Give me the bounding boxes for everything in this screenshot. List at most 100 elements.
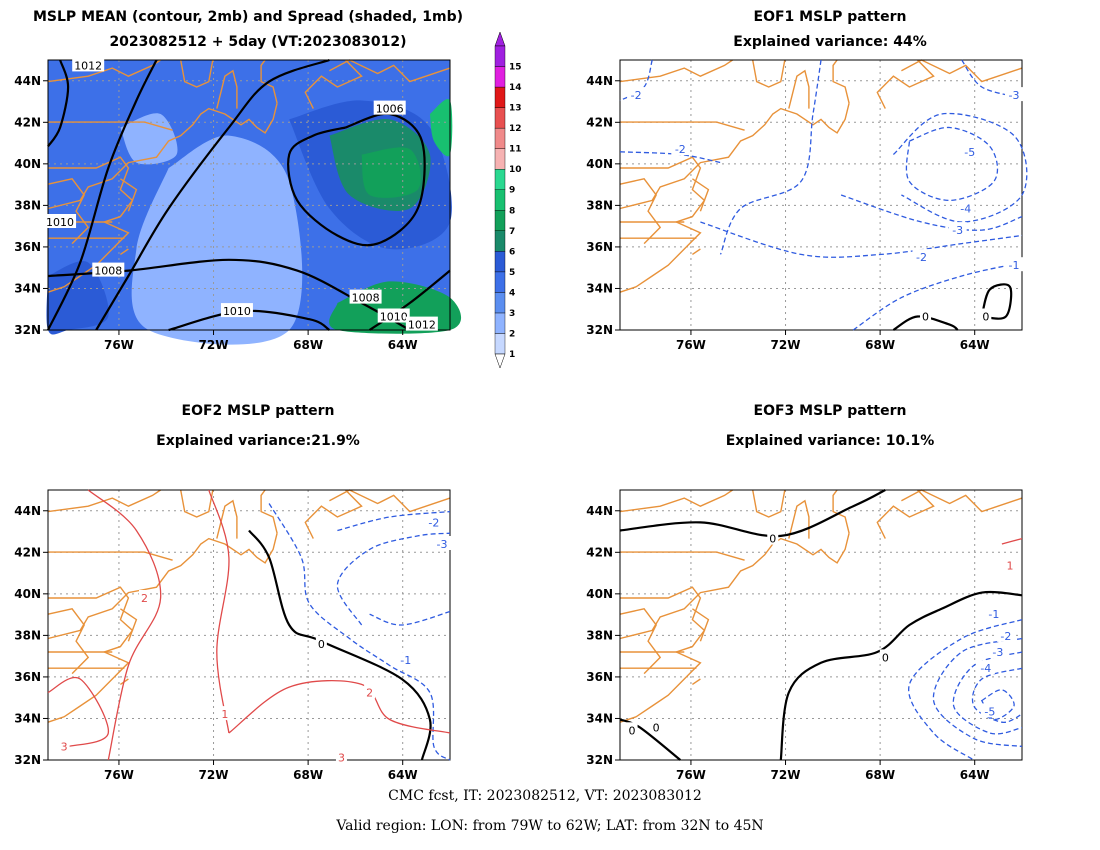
y-tick-label: 32N (586, 753, 613, 767)
contour-label-box (980, 308, 992, 323)
contour-label-box (984, 606, 1003, 621)
coast-segment (260, 59, 278, 104)
contour-label-box (1004, 87, 1023, 102)
colorbar-label: 3 (509, 309, 515, 319)
coast-segment (832, 59, 850, 104)
contour-label: -1 (988, 608, 999, 621)
panel-1: 76W 72W 68W 64W 32N 34N 36N 38N 40N 42N 44N 1012 100… (14, 57, 462, 352)
contour-label-box (1004, 257, 1023, 272)
contour-label: 1008 (352, 292, 380, 305)
contour-label: 0 (882, 651, 889, 664)
contour-label-box (138, 590, 150, 604)
contour-label-box (879, 649, 891, 664)
x-tick-label: 72W (771, 768, 801, 782)
y-tick-label: 44N (586, 504, 613, 518)
eof-contour (932, 637, 1023, 748)
contour-label-box (396, 652, 415, 667)
colorbar-label: 9 (509, 186, 515, 196)
colorbar-swatch (494, 333, 506, 355)
contour-label: -2 (675, 143, 686, 156)
y-tick-label: 38N (14, 198, 41, 212)
y-tick-label: 32N (586, 323, 613, 337)
plot-frame (47, 489, 451, 761)
y-tick-label: 44N (586, 74, 613, 88)
eof-contour (1001, 537, 1023, 545)
coast-segment (120, 248, 129, 255)
coast-segment (216, 499, 238, 539)
mslp-contour (47, 59, 70, 148)
eof-zero-contour (619, 718, 681, 761)
contour-label: -2 (428, 516, 439, 529)
contour-label: -3 (1008, 89, 1019, 102)
contour-label: -4 (960, 203, 971, 216)
colorbar-label: 12 (509, 124, 522, 134)
eof-zero-contour (779, 590, 1023, 761)
eof-contour (892, 112, 1028, 223)
colorbar-swatch (494, 271, 506, 293)
coast-segment (619, 178, 662, 245)
coast-segment (619, 608, 662, 675)
spread-shade-5b (46, 261, 109, 335)
colorbar-label: 14 (509, 83, 522, 93)
coast-segment (619, 59, 733, 83)
contour-label: 0 (629, 724, 636, 737)
coastline (47, 59, 451, 293)
coast-segment (619, 586, 706, 723)
x-tick-label: 68W (293, 338, 323, 352)
colorbar-label: 7 (509, 227, 515, 237)
contour-label: -4 (980, 662, 991, 675)
gridlines (620, 60, 1022, 330)
coast-segment (47, 533, 278, 640)
eof-contour (719, 59, 822, 255)
coast-segment (180, 489, 214, 518)
coast-segment (47, 608, 90, 675)
eof-contour (337, 510, 451, 532)
colorbar-swatch (494, 292, 506, 314)
colorbar-label: 10 (509, 165, 522, 175)
y-tick-label: 40N (586, 587, 613, 601)
y-tick-label: 34N (14, 711, 41, 725)
x-tick-label: 72W (771, 338, 801, 352)
contour-label: -5 (984, 705, 995, 718)
contour-label-box (220, 303, 253, 318)
contour-label: -3 (992, 646, 1003, 659)
coast-segment (692, 678, 701, 685)
x-tick-label: 76W (676, 338, 706, 352)
plot-frame (47, 59, 451, 331)
coast-segment (180, 59, 214, 88)
colorbar-swatch (494, 66, 506, 88)
contour-label: -2 (916, 251, 927, 264)
coast-segment (120, 178, 138, 212)
eof-contour (228, 679, 451, 734)
y-tick-label: 36N (14, 240, 41, 254)
x-tick-label: 64W (388, 338, 418, 352)
colorbar-label: 1 (509, 350, 515, 360)
coast-segment (901, 489, 1023, 513)
plot-frame (619, 489, 1023, 761)
colorbar-label: 4 (509, 288, 515, 298)
y-tick-label: 44N (14, 74, 41, 88)
eof-contour (47, 676, 109, 748)
contour-label-box (650, 719, 662, 734)
contour-label-box (920, 308, 932, 323)
mslp-contour-low (287, 112, 426, 247)
contour-label-box (377, 308, 410, 323)
coast-segment (876, 59, 935, 109)
contour-label: 0 (982, 311, 989, 324)
x-tick-label: 68W (865, 768, 895, 782)
y-tick-label: 44N (14, 504, 41, 518)
coast-segment (876, 489, 935, 539)
y-tick-label: 36N (14, 670, 41, 684)
y-tick-label: 38N (14, 628, 41, 642)
coast-segment (216, 69, 238, 109)
coast-segment (788, 499, 810, 539)
coast-segment (47, 178, 90, 245)
contour-label-box (44, 214, 77, 228)
y-tick-label: 40N (14, 157, 41, 171)
coast-segment (692, 248, 701, 255)
contour-label-box (956, 200, 975, 215)
y-tick-label: 42N (14, 115, 41, 129)
panel-2: 76W 72W 68W 64W 32N 34N 36N 38N 40N 42N 44N -2 -2 -3 -… (586, 59, 1028, 352)
